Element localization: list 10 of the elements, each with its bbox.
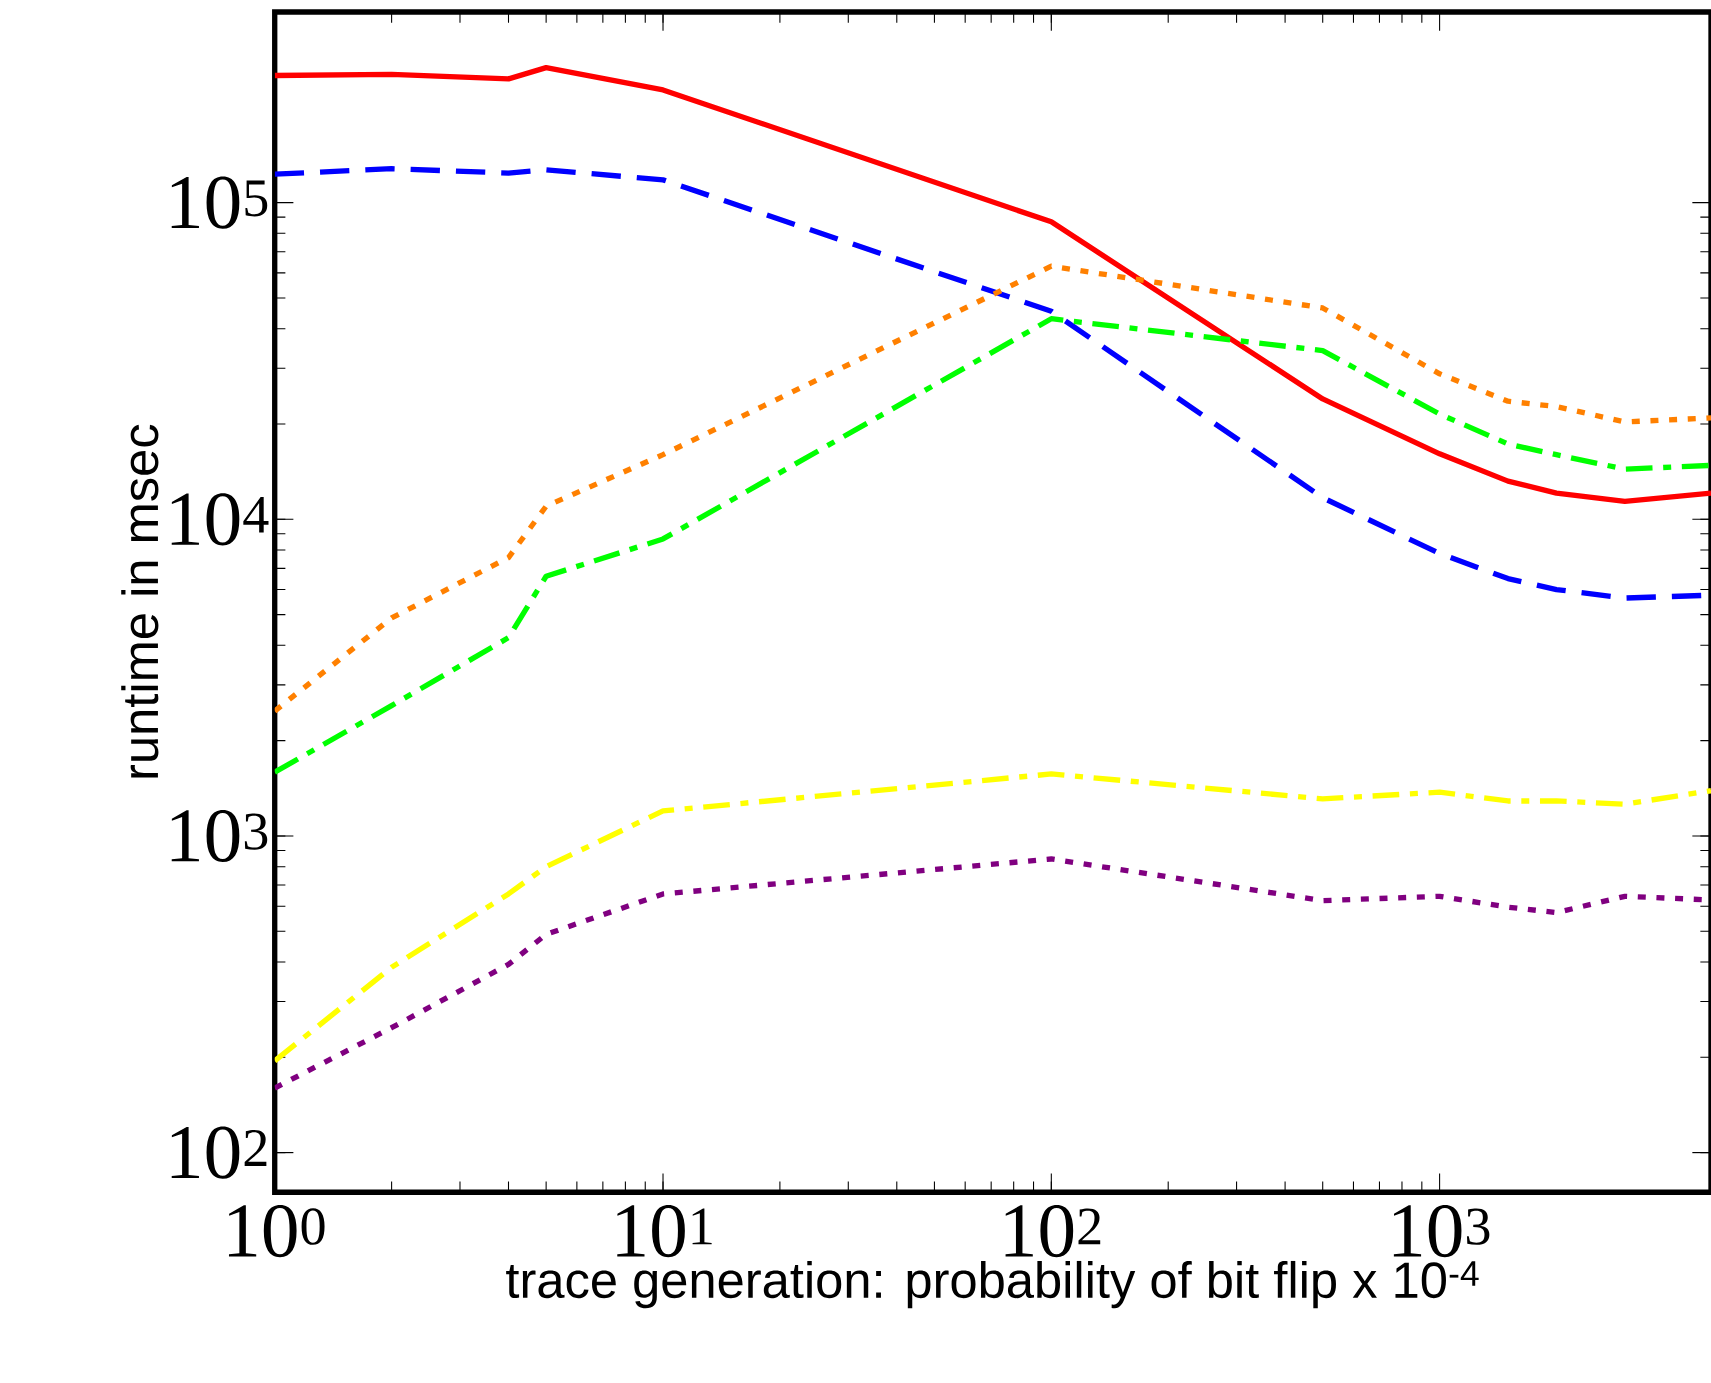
x-axis-title: trace generation: probability of bit flip x 10$^{-4}$: [506, 1260, 1479, 1309]
x-tick-label: 10$^{0}$: [228, 1204, 325, 1258]
y-tick-label: 10$^{5}$: [171, 176, 268, 229]
y-axis-title: runtime in msec: [121, 424, 159, 778]
x-tick-label: 10$^{1}$: [617, 1204, 712, 1258]
x-tick-label: 10$^{3}$: [1393, 1204, 1490, 1258]
y-tick-label: 10$^{2}$: [171, 1126, 267, 1179]
y-tick-label: 10$^{3}$: [171, 809, 268, 863]
y-tick-label: 10$^{4}$: [171, 493, 269, 546]
x-tick-label: 10$^{2}$: [1005, 1204, 1101, 1258]
